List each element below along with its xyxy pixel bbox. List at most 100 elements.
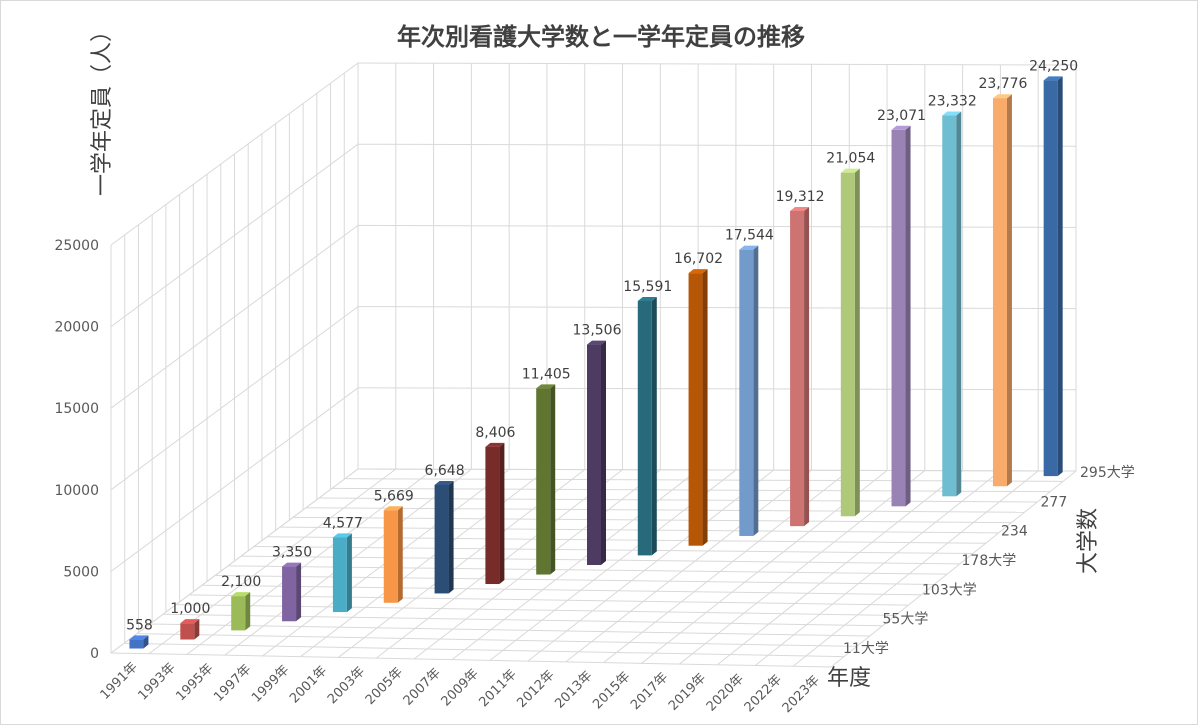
back-wall-gridline [357, 387, 1077, 391]
bar-side [956, 111, 962, 497]
bar [739, 249, 754, 536]
bar [992, 98, 1007, 487]
x-tick-label: 2009年 [439, 666, 482, 709]
floor-gridline [318, 497, 1038, 503]
depth-tick-label: 234 [1001, 524, 1028, 540]
bar-top [129, 635, 149, 640]
bar [587, 344, 601, 565]
bar-top [992, 94, 1012, 99]
back-wall-gridline [357, 306, 1077, 310]
depth-tick-label: 103大学 [922, 582, 977, 598]
depth-tick-label: 55大学 [883, 612, 929, 628]
gridlines [110, 62, 1077, 668]
bar-top [485, 442, 505, 447]
x-axis-title: 年度 [827, 666, 871, 691]
bar-top [739, 245, 759, 250]
data-label: 558 [126, 617, 153, 633]
bar-top [434, 480, 454, 485]
back-wall-gridline [357, 62, 1077, 66]
x-tick-label: 2012年 [514, 668, 557, 711]
floor-gridline [305, 507, 1025, 513]
floor-gridline [451, 469, 699, 661]
bar-side [601, 340, 606, 565]
data-label: 4,577 [323, 515, 363, 531]
bar [434, 484, 449, 594]
floor-gridline [201, 584, 922, 596]
x-tick-label: 2013年 [552, 668, 595, 711]
floor-gridline [123, 642, 844, 658]
bar-top [536, 384, 556, 389]
y-tick-label: 5000 [63, 564, 99, 580]
y-tick-label: 25000 [54, 238, 99, 254]
floor-gridline [357, 468, 1077, 472]
bar-side [1057, 76, 1063, 477]
floor-gridline [565, 469, 812, 663]
back-wall-gridline [357, 224, 1077, 228]
bar [383, 510, 398, 603]
data-label: 5,669 [374, 488, 414, 504]
bar-side [854, 168, 860, 517]
bar-side [296, 562, 302, 622]
data-label: 8,406 [475, 425, 515, 441]
bar-side [448, 480, 454, 594]
data-label: 11,405 [522, 366, 571, 382]
bar [637, 300, 652, 556]
bar-side [550, 384, 556, 575]
floor-gridline [136, 633, 857, 647]
back-wall-gridline [357, 143, 1077, 147]
floor-gridline [188, 594, 909, 606]
bar-side [346, 533, 352, 613]
floor-gridline [186, 468, 434, 655]
x-tick-label: 2019年 [666, 671, 709, 714]
x-tick-label: 2017年 [628, 670, 671, 713]
floor-gridline [527, 469, 774, 662]
y-axis-title: 一学年定員（人） [90, 20, 115, 196]
bar-top [891, 125, 911, 130]
bar-top [383, 506, 403, 511]
floor-gridline [754, 470, 1001, 666]
floor-gridline [214, 575, 935, 585]
bar [231, 596, 246, 631]
bar-top [688, 269, 708, 274]
bar-top [1043, 76, 1063, 81]
data-label: 17,544 [725, 228, 774, 244]
x-tick-label: 2005年 [363, 665, 406, 708]
bar-top [180, 619, 200, 624]
floor-gridline [110, 468, 359, 654]
bar [790, 210, 805, 527]
chart-title: 年次別看護大学数と一学年定員の推移 [397, 23, 805, 51]
depth-tick-label: 277 [1041, 494, 1068, 510]
x-tick-label: 1995年 [173, 661, 216, 704]
y-tick-label: 0 [90, 646, 99, 662]
floor-gridline [792, 470, 1039, 667]
bar-side [651, 296, 657, 556]
bar-side [905, 125, 911, 507]
floor-gridline [679, 470, 926, 665]
bar-side [804, 206, 810, 527]
x-tick-label: 1999年 [249, 663, 292, 706]
bar-side [499, 442, 505, 585]
bar-side [753, 245, 759, 536]
bar-side [397, 506, 403, 603]
bar-top [332, 533, 352, 538]
bars [129, 76, 1063, 649]
x-tick-label: 1993年 [135, 660, 178, 703]
floor-gridline [830, 470, 1077, 668]
data-label: 3,350 [272, 545, 312, 561]
data-label: 2,100 [221, 574, 261, 590]
bar [282, 566, 297, 622]
bar-top [790, 206, 810, 211]
data-label: 16,702 [674, 251, 723, 267]
bar-top [942, 111, 962, 116]
bar-side [702, 269, 708, 546]
floor-gridline [717, 470, 963, 666]
bar [942, 115, 957, 497]
data-label: 24,250 [1029, 58, 1078, 74]
data-label: 23,332 [928, 94, 977, 110]
bar-top [282, 562, 302, 567]
x-tick-label: 2001年 [287, 663, 330, 706]
floor-gridline [110, 652, 832, 668]
data-label: 19,312 [776, 189, 825, 205]
